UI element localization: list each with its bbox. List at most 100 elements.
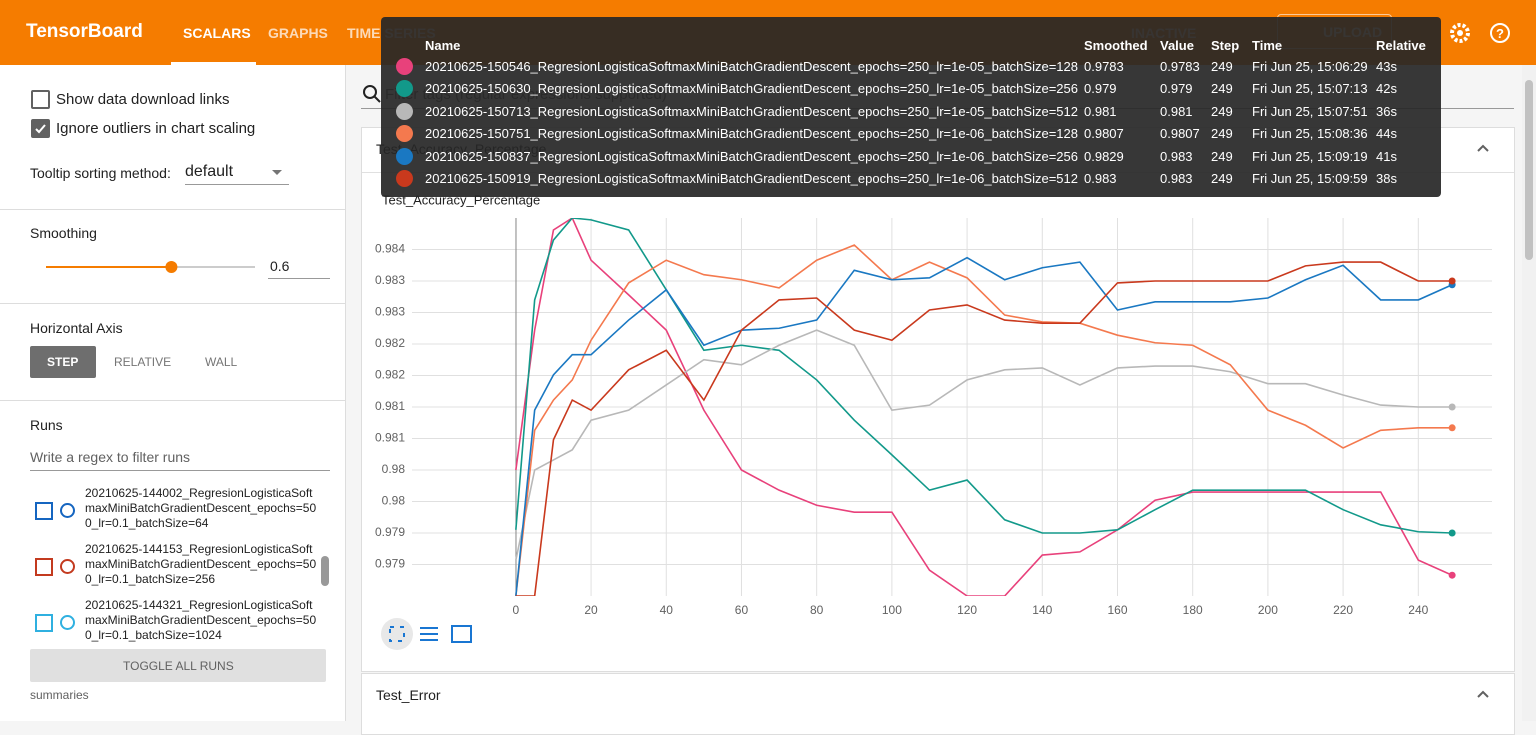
sort-label: Tooltip sorting method: [30, 165, 171, 181]
tooltip-step: 249 [1211, 171, 1233, 186]
tooltip-name: 20210625-150751_RegresionLogisticaSoftma… [425, 126, 1078, 142]
tooltip-time: Fri Jun 25, 15:07:51 [1252, 103, 1368, 119]
help-icon[interactable]: ? [1488, 21, 1512, 45]
tooltip: Name Smoothed Value Step Time Relative 2021062… [381, 17, 1441, 197]
tooltip-smoothed: 0.9829 [1084, 148, 1124, 164]
series-line [515, 256, 1453, 596]
card-title: Test_Error [376, 687, 441, 703]
y-tick-label: 0.983 [375, 305, 405, 319]
x-tick-label: 200 [1258, 603, 1278, 617]
y-tick-label: 0.98 [382, 462, 406, 476]
tab-indicator [171, 62, 256, 65]
tooltip-time: Fri Jun 25, 15:08:36 [1252, 126, 1368, 142]
run-swatch [396, 125, 413, 143]
tooltip-smoothed: 0.983 [1084, 171, 1117, 186]
search-icon [363, 85, 381, 103]
tooltip-step: 249 [1211, 148, 1233, 164]
y-tick-label: 0.983 [375, 273, 405, 287]
series-end-dot [1448, 529, 1456, 537]
series-end-dot [1448, 424, 1456, 432]
divider [0, 400, 345, 401]
y-tick-label: 0.981 [375, 399, 405, 413]
run-radio[interactable] [60, 559, 75, 574]
settings-icon[interactable] [1448, 21, 1472, 45]
run-swatch [396, 170, 413, 187]
x-tick-label: 140 [1032, 603, 1052, 617]
fullscreen-icon[interactable] [389, 626, 405, 642]
run-radio[interactable] [60, 615, 75, 630]
smoothing-value[interactable]: 0.6 [270, 258, 290, 274]
page-scrollbar [1522, 65, 1536, 721]
tooltip-header: Name [425, 38, 461, 53]
smoothing-slider[interactable] [40, 257, 265, 277]
tooltip-smoothed: 0.979 [1084, 81, 1117, 97]
axis-button-active[interactable]: STEP [30, 346, 96, 378]
sidebar: Show data download links Ignore outliers… [0, 65, 346, 721]
tooltip-relative: 42s [1376, 81, 1397, 97]
tooltip-name: 20210625-150630_RegresionLogisticaSoftma… [425, 81, 1078, 97]
tooltip-header: Time [1252, 38, 1283, 53]
tooltip-value: 0.9783 [1160, 59, 1200, 74]
tooltip-name: 20210625-150837_RegresionLogisticaSoftma… [425, 148, 1078, 164]
run-swatch [396, 58, 413, 75]
run-checkbox[interactable] [35, 502, 53, 520]
axis-option[interactable]: WALL [205, 355, 238, 369]
input-underline [268, 278, 330, 279]
tooltip-value: 0.983 [1160, 171, 1193, 186]
collapse-icon[interactable] [1476, 689, 1490, 699]
smoothing-label: Smoothing [30, 225, 97, 241]
checkbox-label: Show data download links [56, 91, 230, 108]
tooltip-header: Value [1160, 38, 1194, 53]
tooltip-value: 0.983 [1160, 148, 1193, 164]
x-tick-label: 100 [882, 603, 902, 617]
series-end-dot [1448, 277, 1456, 285]
tooltip-smoothed: 0.9783 [1084, 59, 1124, 74]
run-name: 20210625-144153_RegresionLogisticaSoftma… [85, 542, 317, 586]
select-underline [185, 184, 289, 185]
tab[interactable]: GRAPHS [268, 25, 328, 41]
divider [0, 209, 345, 210]
runs-label: Runs [30, 417, 63, 433]
tooltip-smoothed: 0.981 [1084, 103, 1117, 119]
tab[interactable]: SCALARS [183, 25, 251, 41]
x-tick-label: 0 [513, 603, 520, 617]
tooltip-step: 249 [1211, 59, 1233, 74]
tooltip-relative: 43s [1376, 59, 1397, 74]
tooltip-value: 0.981 [1160, 103, 1193, 119]
run-radio[interactable] [60, 503, 75, 518]
run-checkbox[interactable] [35, 614, 53, 632]
series-end-dot [1448, 571, 1456, 579]
x-tick-label: 160 [1107, 603, 1127, 617]
run-checkbox[interactable] [35, 558, 53, 576]
run-name: 20210625-144002_RegresionLogisticaSoftma… [85, 486, 317, 530]
runs-filter[interactable]: Write a regex to filter runs [30, 449, 191, 465]
tooltip-name: 20210625-150919_RegresionLogisticaSoftma… [425, 171, 1078, 186]
checkbox[interactable] [31, 90, 50, 109]
series-line [515, 329, 1453, 561]
x-tick-label: 20 [584, 603, 598, 617]
tooltip-step: 249 [1211, 126, 1233, 142]
toggle-all-button[interactable]: TOGGLE ALL RUNS [30, 649, 326, 682]
checkbox-checked[interactable] [31, 119, 50, 138]
series-line [515, 218, 1453, 596]
axis-option[interactable]: RELATIVE [114, 355, 172, 369]
collapse-icon[interactable] [1476, 143, 1490, 153]
scrollbar[interactable] [321, 556, 329, 586]
icon-highlight [381, 618, 413, 650]
x-tick-label: 180 [1183, 603, 1203, 617]
run-swatch [396, 102, 413, 120]
tooltip-relative: 38s [1376, 171, 1397, 186]
series-line [515, 218, 1453, 534]
y-tick-label: 0.984 [375, 242, 405, 256]
lines-icon[interactable] [420, 627, 438, 641]
y-tick-label: 0.981 [375, 431, 405, 445]
tooltip-smoothed: 0.9807 [1084, 126, 1124, 142]
tooltip-time: Fri Jun 25, 15:07:13 [1252, 81, 1368, 97]
tooltip-relative: 36s [1376, 103, 1397, 119]
tooltip-relative: 41s [1376, 148, 1397, 164]
x-tick-label: 60 [735, 603, 749, 617]
sort-select[interactable]: default [185, 163, 234, 180]
fit-icon[interactable] [451, 625, 472, 643]
button-label: TOGGLE ALL RUNS [123, 659, 234, 673]
tooltip-time: Fri Jun 25, 15:06:29 [1252, 59, 1368, 74]
